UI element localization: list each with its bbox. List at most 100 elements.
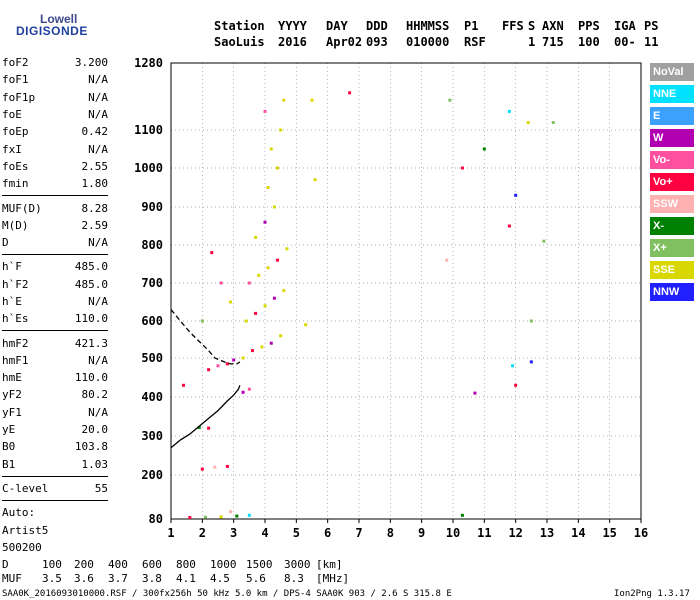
plot-frame xyxy=(170,62,642,520)
y-tick-label: 1280 xyxy=(134,56,163,70)
header-value-cell: 093 xyxy=(366,35,388,49)
muf-value: 3.5 xyxy=(42,572,62,585)
muf-value: 4.1 xyxy=(176,572,196,585)
data-point xyxy=(514,383,518,387)
param-row: h`E N/A xyxy=(2,293,108,310)
header-value-cell: 715 xyxy=(542,35,564,49)
y-tick-label: 1000 xyxy=(134,161,163,175)
x-tick-label: 14 xyxy=(571,526,585,540)
param-row: foF2 3.200 xyxy=(2,54,108,71)
data-point xyxy=(263,109,267,113)
x-tick-label: 16 xyxy=(634,526,648,540)
muf-value: 4.5 xyxy=(210,572,230,585)
param-name: MUF(D) xyxy=(2,201,42,215)
data-point xyxy=(263,304,267,308)
param-value: N/A xyxy=(88,73,108,87)
param-name: h`E xyxy=(2,295,22,308)
legend-item: X- xyxy=(650,217,694,235)
param-row: Artist5 xyxy=(2,521,108,538)
logo-digisonde: DIGISONDE xyxy=(16,24,88,38)
header-label-cell: PPS xyxy=(578,19,600,33)
param-row: foE N/A xyxy=(2,106,108,123)
header-value-cell: 100 xyxy=(578,35,600,49)
param-row: h`F2 485.0 xyxy=(2,276,108,293)
header-label-cell: PS xyxy=(644,19,659,33)
data-point xyxy=(210,251,214,255)
header-label-cell: P1 xyxy=(464,19,479,33)
header-label-cell: S xyxy=(528,19,536,33)
param-value: 110.0 xyxy=(74,371,108,385)
param-value: N/A xyxy=(88,142,108,156)
data-point xyxy=(200,467,204,471)
y-tick-label: 300 xyxy=(141,429,163,443)
muf-value: 3.6 xyxy=(74,572,94,585)
param-row: fmin 1.80 xyxy=(2,175,108,192)
data-point xyxy=(529,319,533,323)
data-point xyxy=(276,258,280,262)
data-point xyxy=(229,300,233,304)
data-point xyxy=(257,273,261,277)
data-point xyxy=(507,224,511,228)
param-name: yF2 xyxy=(2,388,22,402)
legend-item: NNW xyxy=(650,283,694,301)
x-tick-label: 12 xyxy=(508,526,522,540)
param-value: 20.0 xyxy=(81,423,109,437)
distance-value: 1000 xyxy=(210,558,237,571)
data-point xyxy=(276,166,280,170)
param-row: foEp 0.42 xyxy=(2,123,108,140)
param-value: 8.28 xyxy=(81,201,109,215)
data-point xyxy=(254,311,258,315)
param-value: N/A xyxy=(88,108,108,122)
y-tick-label: 600 xyxy=(141,314,163,328)
x-tick-label: 15 xyxy=(602,526,616,540)
distance-value: 3000 xyxy=(284,558,311,571)
param-name: fxI xyxy=(2,142,22,156)
param-name: foF1 xyxy=(2,73,29,87)
distance-value: 1500 xyxy=(246,558,273,571)
legend-item: Vo- xyxy=(650,151,694,169)
param-name: foE xyxy=(2,108,22,122)
data-point xyxy=(254,235,258,239)
data-point xyxy=(225,362,229,366)
param-row: yE 20.0 xyxy=(2,421,108,438)
data-point xyxy=(216,364,220,368)
param-row: D N/A xyxy=(2,234,108,251)
legend-item: W xyxy=(650,129,694,147)
header-label-cell: HHMMSS xyxy=(406,19,450,33)
separator xyxy=(2,330,108,332)
legend-item: E xyxy=(650,107,694,125)
x-tick-label: 9 xyxy=(418,526,425,540)
param-row: h`Es 110.0 xyxy=(2,310,108,327)
param-name: Artist5 xyxy=(2,523,49,537)
param-name: C-level xyxy=(2,481,49,495)
y-tick-label: 500 xyxy=(141,351,163,365)
data-point xyxy=(232,358,236,362)
data-point xyxy=(250,349,254,353)
data-point xyxy=(511,364,515,368)
data-point xyxy=(269,341,273,345)
distance-value: 800 xyxy=(176,558,196,571)
param-row: B1 1.03 xyxy=(2,456,108,473)
x-tick-label: 6 xyxy=(324,526,331,540)
data-point xyxy=(219,281,223,285)
param-value: 485.0 xyxy=(74,260,108,274)
legend-item: SSE xyxy=(650,261,694,279)
param-name: h`Es xyxy=(2,312,29,326)
data-point xyxy=(313,178,317,182)
separator xyxy=(2,475,108,477)
data-point xyxy=(229,510,233,514)
muf-value: 5.6 xyxy=(246,572,266,585)
x-tick-label: 8 xyxy=(387,526,394,540)
header-label-cell: IGA xyxy=(614,19,636,33)
distance-value: 100 xyxy=(42,558,62,571)
data-point xyxy=(482,147,486,151)
param-value: 0.42 xyxy=(81,125,109,139)
param-name: foEs xyxy=(2,159,29,173)
legend-item: NNE xyxy=(650,85,694,103)
param-row: M(D) 2.59 xyxy=(2,217,108,234)
legend-item: NoVal xyxy=(650,63,694,81)
param-value: N/A xyxy=(88,353,108,367)
data-point xyxy=(247,513,251,517)
data-point xyxy=(244,319,248,323)
param-name: foF2 xyxy=(2,56,29,70)
